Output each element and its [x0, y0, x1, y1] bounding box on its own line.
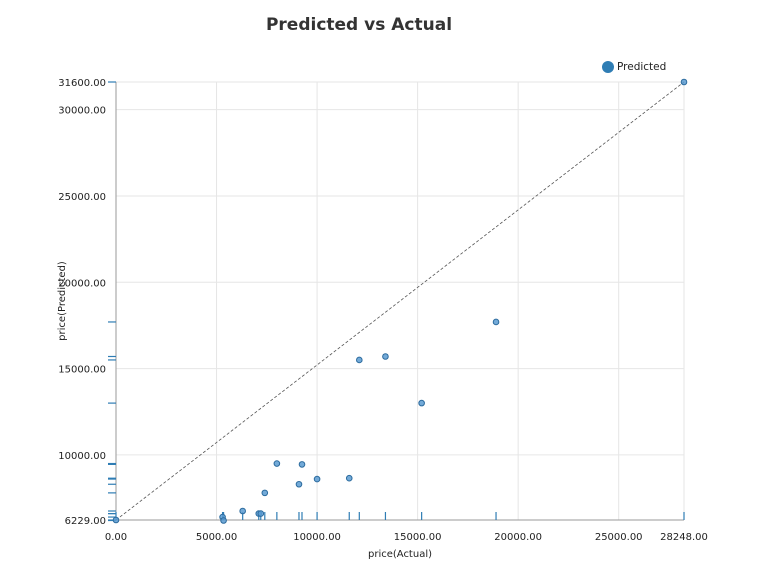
y-tick-label: 25000.00 — [58, 192, 106, 203]
y-tick-label: 20000.00 — [58, 278, 106, 289]
data-point[interactable] — [356, 356, 363, 364]
x-tick-label: 5000.00 — [196, 532, 237, 543]
x-tick-label: 28248.00 — [660, 532, 708, 543]
data-points — [112, 78, 688, 524]
x-tick-label: 10000.00 — [293, 532, 341, 543]
x-tick-label: 15000.00 — [394, 532, 442, 543]
y-axis-label: price(Predicted) — [57, 261, 68, 341]
vertical-gridlines — [115, 82, 685, 520]
y-rug-marks — [108, 81, 116, 522]
data-point[interactable] — [313, 475, 321, 483]
horizontal-gridlines — [116, 81, 684, 521]
data-point[interactable] — [298, 461, 306, 468]
data-point[interactable] — [239, 507, 246, 515]
data-point[interactable] — [220, 517, 227, 524]
x-rug-marks — [115, 512, 685, 520]
reference-line-y-equals-x — [115, 81, 685, 521]
y-tick-label: 10000.00 — [58, 451, 106, 462]
x-tick-label: 20000.00 — [494, 532, 542, 543]
x-tick-label: 25000.00 — [595, 532, 643, 543]
y-tick-label: 31600.00 — [58, 78, 106, 89]
legend[interactable]: Predicted — [602, 61, 666, 73]
data-point[interactable] — [680, 78, 688, 86]
x-tick-label: 0.00 — [105, 532, 127, 543]
data-point[interactable] — [345, 474, 353, 482]
data-point[interactable] — [257, 510, 265, 517]
data-point[interactable] — [418, 399, 425, 407]
data-point[interactable] — [112, 516, 120, 524]
data-point[interactable] — [273, 460, 281, 467]
legend-label: Predicted — [617, 61, 666, 73]
data-point[interactable] — [261, 489, 269, 497]
x-tick-labels: 0.00 5000.00 10000.00 15000.00 20000.00 25000… — [105, 532, 708, 543]
y-tick-label: 30000.00 — [58, 106, 106, 117]
data-point[interactable] — [295, 480, 303, 488]
data-point[interactable] — [382, 353, 389, 360]
legend-marker — [602, 61, 614, 73]
chart-title: Predicted vs Actual — [266, 15, 452, 35]
x-axis-label: price(Actual) — [368, 549, 432, 560]
data-point[interactable] — [492, 318, 500, 326]
y-tick-label: 6229.00 — [65, 516, 106, 527]
y-tick-labels: 6229.00 10000.00 15000.00 20000.00 25000.00 3… — [58, 78, 106, 527]
y-tick-label: 15000.00 — [58, 365, 106, 376]
